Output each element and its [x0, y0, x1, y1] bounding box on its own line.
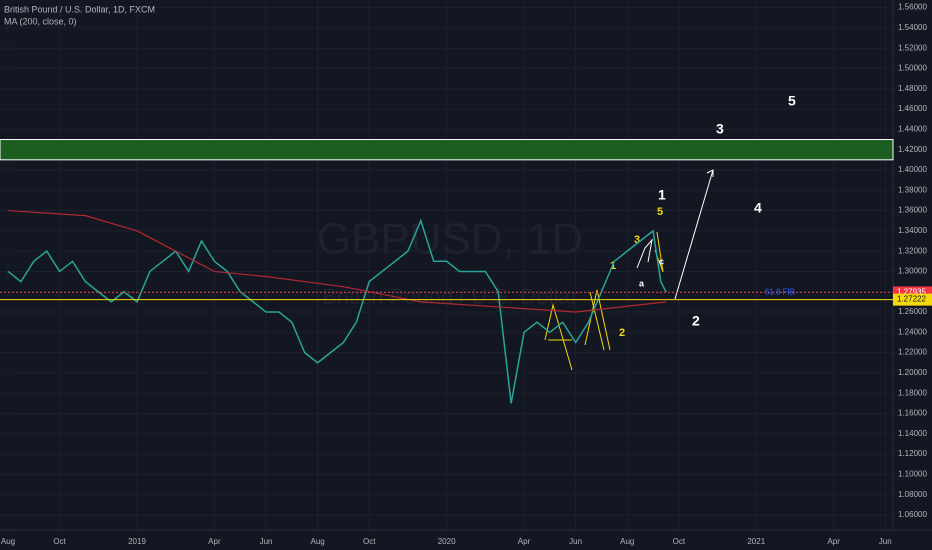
- series-line: [7, 218, 667, 404]
- y-tick-label: 1.18000: [898, 388, 927, 397]
- y-tick-label: 1.32000: [898, 246, 927, 255]
- price-tag-label: 1.27222: [897, 295, 926, 304]
- y-tick-label: 1.48000: [898, 84, 927, 93]
- y-tick-label: 1.26000: [898, 307, 927, 316]
- y-tick-label: 1.50000: [898, 64, 927, 73]
- watermark: GBPUSD, 1D: [317, 215, 584, 264]
- x-tick-label: Aug: [1, 537, 15, 546]
- series-line: [7, 209, 667, 313]
- x-tick-label: 2020: [438, 537, 456, 546]
- x-tick-label: Apr: [827, 537, 840, 546]
- x-tick-label: Aug: [620, 537, 634, 546]
- y-tick-label: 1.40000: [898, 165, 927, 174]
- y-tick-label: 1.20000: [898, 368, 927, 377]
- wave-label: 3: [634, 234, 640, 246]
- y-tick-label: 1.08000: [898, 490, 927, 499]
- x-tick-label: Apr: [518, 537, 531, 546]
- y-tick-label: 1.14000: [898, 429, 927, 438]
- y-tick-label: 1.34000: [898, 226, 927, 235]
- y-tick-label: 1.52000: [898, 43, 927, 52]
- x-tick-label: Oct: [673, 537, 686, 546]
- x-tick-label: Jun: [260, 537, 273, 546]
- x-tick-label: Jun: [569, 537, 582, 546]
- wave-label: a: [639, 278, 645, 288]
- y-tick-label: 1.06000: [898, 510, 927, 519]
- wave-label: 1: [658, 187, 666, 203]
- fib-label: 61.8 FIB: [765, 288, 795, 297]
- y-tick-label: 1.10000: [898, 470, 927, 479]
- wave-label: 2: [619, 327, 625, 339]
- wave-label: 2: [692, 313, 700, 329]
- x-tick-label: Oct: [363, 537, 376, 546]
- y-tick-label: 1.30000: [898, 267, 927, 276]
- y-tick-label: 1.46000: [898, 104, 927, 113]
- y-tick-label: 1.16000: [898, 409, 927, 418]
- wave-label: 4: [754, 200, 762, 216]
- zone: [0, 139, 894, 161]
- wave-label: 5: [657, 206, 663, 218]
- y-tick-label: 1.42000: [898, 145, 927, 154]
- watermark-sub: British Pound / U.S. Dollar: [322, 284, 578, 309]
- y-tick-label: 1.24000: [898, 327, 927, 336]
- x-tick-label: Oct: [53, 537, 66, 546]
- x-tick-label: 2021: [747, 537, 765, 546]
- y-tick-label: 1.22000: [898, 348, 927, 357]
- y-tick-label: 1.56000: [898, 3, 927, 12]
- wave-lines: [636, 169, 714, 300]
- y-tick-label: 1.36000: [898, 206, 927, 215]
- y-tick-label: 1.38000: [898, 185, 927, 194]
- x-tick-label: Jun: [879, 537, 892, 546]
- y-tick-label: 1.44000: [898, 124, 927, 133]
- indicator: MA (200, close, 0): [4, 16, 77, 26]
- x-tick-label: Apr: [208, 537, 221, 546]
- legend-title: British Pound / U.S. Dollar, 1D, FXCM: [4, 4, 155, 14]
- price-tag: [893, 293, 932, 306]
- wave-label: 5: [788, 93, 796, 109]
- price-tag-label: 1.27935: [897, 288, 926, 297]
- x-tick-label: Aug: [311, 537, 325, 546]
- wave-triangles: [544, 231, 664, 371]
- wave-label: 3: [716, 121, 724, 137]
- wave-label: c: [659, 256, 664, 266]
- y-tick-label: 1.54000: [898, 23, 927, 32]
- y-tick-label: 1.12000: [898, 449, 927, 458]
- x-tick-label: 2019: [128, 537, 146, 546]
